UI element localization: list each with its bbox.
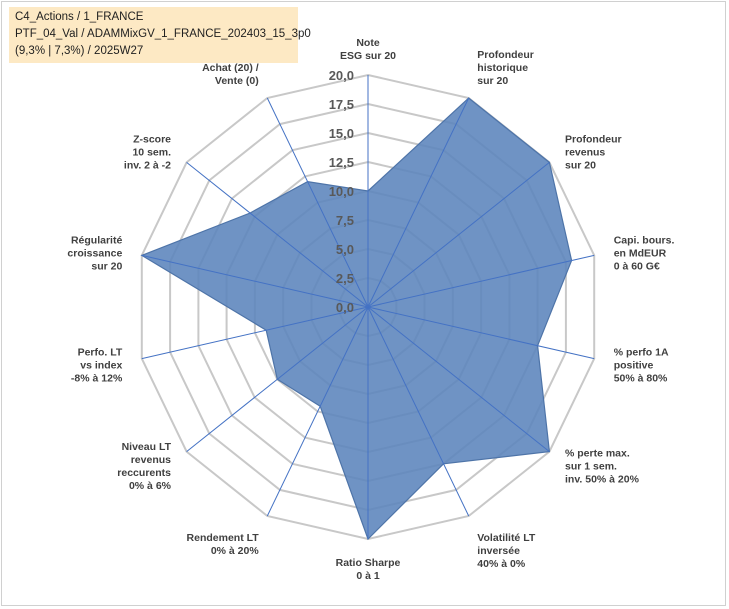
tick-label: 5,0 bbox=[336, 242, 354, 257]
tick-label: 10,0 bbox=[329, 184, 354, 199]
tick-layer: 0,0 2,5 5,0 7,5 10,0 12,5 15,0 17,5 20,0 bbox=[329, 68, 354, 315]
category-label-3: Capi. bours. en MdEUR 0 à 60 G€ bbox=[614, 234, 675, 272]
tick-label: 2,5 bbox=[336, 271, 354, 286]
category-labels: Note ESG sur 20 Profondeur historique sur 20… bbox=[67, 37, 674, 582]
category-label-6: Volatilité LT inversée 40% à 0% bbox=[477, 532, 536, 570]
info-line-3: (9,3% | 7,3%) / 2025W27 bbox=[15, 45, 144, 57]
spoke-11 bbox=[141, 254, 369, 308]
tick-label: 20,0 bbox=[329, 68, 354, 83]
spoke-5 bbox=[367, 306, 550, 452]
tick-label: 17,5 bbox=[329, 97, 354, 112]
category-label-1: Profondeur historique sur 20 bbox=[477, 49, 534, 87]
spoke-12 bbox=[186, 162, 369, 308]
category-label-8: Rendement LT 0% à 20% bbox=[187, 532, 260, 557]
category-label-11: Régularité croissance sur 20 bbox=[67, 234, 122, 272]
tick-label: 0,0 bbox=[336, 300, 354, 315]
spoke-9 bbox=[186, 306, 369, 452]
tick-label: 7,5 bbox=[336, 213, 354, 228]
tick-label: 12,5 bbox=[329, 155, 354, 170]
category-label-9: Niveau LT revenus reccurents 0% à 6% bbox=[117, 441, 171, 492]
info-line-1: C4_Actions / 1_FRANCE bbox=[15, 11, 144, 23]
spoke-4 bbox=[367, 306, 595, 360]
spoke-8 bbox=[266, 306, 369, 517]
category-label-0: Note ESG sur 20 bbox=[340, 37, 396, 62]
tick-label: 15,0 bbox=[329, 126, 354, 141]
category-label-7: Ratio Sharpe 0 à 1 bbox=[336, 557, 401, 582]
category-label-12: Z-score 10 sem. inv. 2 à -2 bbox=[124, 133, 171, 171]
category-label-10: Perfo. LT vs index -8% à 12% bbox=[71, 347, 123, 385]
spoke-13 bbox=[266, 97, 369, 308]
spoke-1 bbox=[367, 97, 470, 308]
category-label-2: Profondeur revenus sur 20 bbox=[565, 133, 622, 171]
spoke-10 bbox=[141, 306, 369, 360]
info-box: C4_Actions / 1_FRANCE PTF_04_Val / ADAMM… bbox=[9, 7, 311, 63]
category-label-4: % perfo 1A positive 50% à 80% bbox=[614, 347, 669, 385]
spoke-2 bbox=[367, 162, 550, 308]
spoke-6 bbox=[367, 306, 470, 517]
spoke-3 bbox=[367, 254, 595, 308]
spoke-layer bbox=[141, 75, 595, 539]
info-line-2: PTF_04_Val / ADAMMixGV_1_FRANCE_202403_1… bbox=[15, 28, 311, 40]
category-label-5: % perte max. sur 1 sem. inv. 50% à 20% bbox=[565, 448, 640, 486]
